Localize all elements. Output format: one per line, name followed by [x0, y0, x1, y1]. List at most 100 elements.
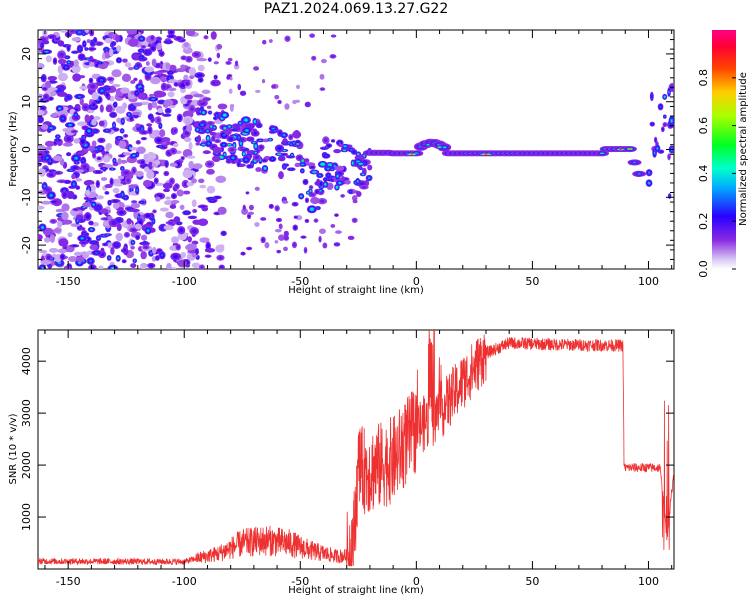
heatmap-cell	[144, 246, 148, 249]
heatmap-cell	[190, 106, 194, 112]
heatmap-cell	[51, 220, 56, 223]
heatmap-cell	[117, 257, 119, 260]
heatmap-cell	[261, 238, 265, 242]
heatmap-cell	[147, 102, 153, 111]
heatmap-cell	[50, 81, 55, 83]
heatmap-cell	[66, 95, 71, 100]
heatmap-cell	[56, 91, 68, 97]
heatmap-cell	[110, 247, 115, 255]
heatmap-cell	[335, 214, 338, 217]
heatmap-cell	[116, 218, 122, 222]
heatmap-cell	[330, 223, 336, 228]
heatmap-cell	[191, 178, 197, 184]
heatmap-cell	[134, 170, 144, 177]
heatmap-cell	[168, 35, 174, 38]
heatmap-cell	[146, 123, 153, 127]
heatmap-cell	[347, 235, 355, 240]
heatmap-cell	[157, 249, 162, 252]
heatmap-cell	[44, 140, 55, 147]
heatmap-cell	[99, 138, 104, 142]
heatmap-cell	[90, 228, 93, 231]
heatmap-cell	[49, 35, 55, 38]
heatmap-cell	[278, 153, 281, 155]
heatmap-cell	[138, 220, 142, 225]
heatmap-cell	[310, 193, 315, 197]
heatmap-cell	[140, 251, 147, 260]
heatmap-cell	[285, 37, 290, 41]
heatmap-cell	[105, 129, 109, 132]
heatmap-cell	[86, 168, 89, 172]
heatmap-cell	[124, 62, 132, 68]
heatmap-cell	[664, 115, 666, 118]
heatmap-cell	[169, 71, 172, 74]
heatmap-cell	[72, 244, 77, 247]
heatmap-cell	[222, 143, 226, 146]
heatmap-cell	[97, 157, 101, 160]
heatmap-cell	[191, 199, 197, 208]
heatmap-cell	[51, 200, 57, 203]
heatmap-cell	[61, 255, 65, 259]
heatmap-cell	[443, 146, 446, 148]
heatmap-cell	[177, 222, 181, 225]
heatmap-cell	[304, 180, 307, 184]
heatmap-cell	[200, 265, 204, 269]
heatmap-cell	[99, 78, 104, 82]
heatmap-cell	[317, 207, 319, 209]
heatmap-cell	[173, 128, 177, 133]
heatmap-cell	[116, 45, 122, 52]
y-tick-label: 1000	[20, 503, 33, 531]
heatmap-cell	[133, 210, 138, 219]
heatmap-cell	[362, 173, 364, 176]
heatmap-cell	[253, 66, 260, 71]
heatmap-cell	[55, 171, 61, 174]
heatmap-cell	[315, 190, 319, 194]
heatmap-cell	[85, 48, 88, 50]
heatmap-cell	[79, 85, 90, 90]
y-tick-label: 0	[20, 146, 33, 153]
heatmap-cell	[155, 64, 161, 67]
heatmap-cell	[97, 237, 100, 240]
heatmap-cell	[157, 118, 160, 123]
heatmap-cell	[151, 129, 162, 136]
heatmap-cell	[202, 97, 212, 102]
heatmap-cell	[156, 257, 159, 259]
heatmap-cell	[96, 182, 99, 187]
heatmap-cell	[239, 122, 241, 124]
heatmap-cell	[232, 129, 237, 131]
heatmap-cell	[292, 99, 297, 105]
heatmap-cell	[38, 205, 45, 210]
heatmap-cell	[241, 252, 245, 255]
heatmap-cell	[274, 228, 282, 233]
heatmap-cell	[197, 256, 199, 259]
heatmap-cell	[126, 218, 132, 225]
x-tick-label: 100	[638, 275, 659, 288]
heatmap-cell	[187, 57, 191, 61]
heatmap-cell	[96, 42, 102, 45]
heatmap-cell	[217, 103, 228, 110]
spectrogram-marks	[38, 30, 674, 269]
heatmap-cell	[229, 77, 233, 81]
heatmap-cell	[187, 236, 193, 243]
heatmap-cell	[163, 225, 174, 231]
heatmap-cell	[181, 157, 184, 160]
heatmap-cell	[104, 37, 113, 44]
heatmap-cell	[120, 87, 130, 94]
heatmap-cell	[158, 73, 168, 78]
heatmap-cell	[140, 89, 143, 92]
heatmap-cell	[73, 59, 79, 68]
heatmap-cell	[57, 261, 62, 265]
heatmap-cell	[359, 163, 362, 165]
snr-xlabel: Height of straight line (km)	[288, 585, 424, 596]
heatmap-cell	[85, 214, 90, 219]
heatmap-cell	[305, 198, 309, 202]
heatmap-cell	[80, 139, 85, 144]
y-tick-label: 20	[20, 47, 33, 61]
heatmap-cell	[101, 150, 106, 156]
heatmap-cell	[122, 260, 126, 263]
heatmap-cell	[182, 56, 186, 60]
heatmap-cell	[147, 229, 149, 232]
heatmap-cell	[310, 34, 314, 37]
heatmap-cell	[165, 196, 171, 200]
heatmap-cell	[307, 192, 309, 194]
heatmap-cell	[77, 95, 82, 98]
